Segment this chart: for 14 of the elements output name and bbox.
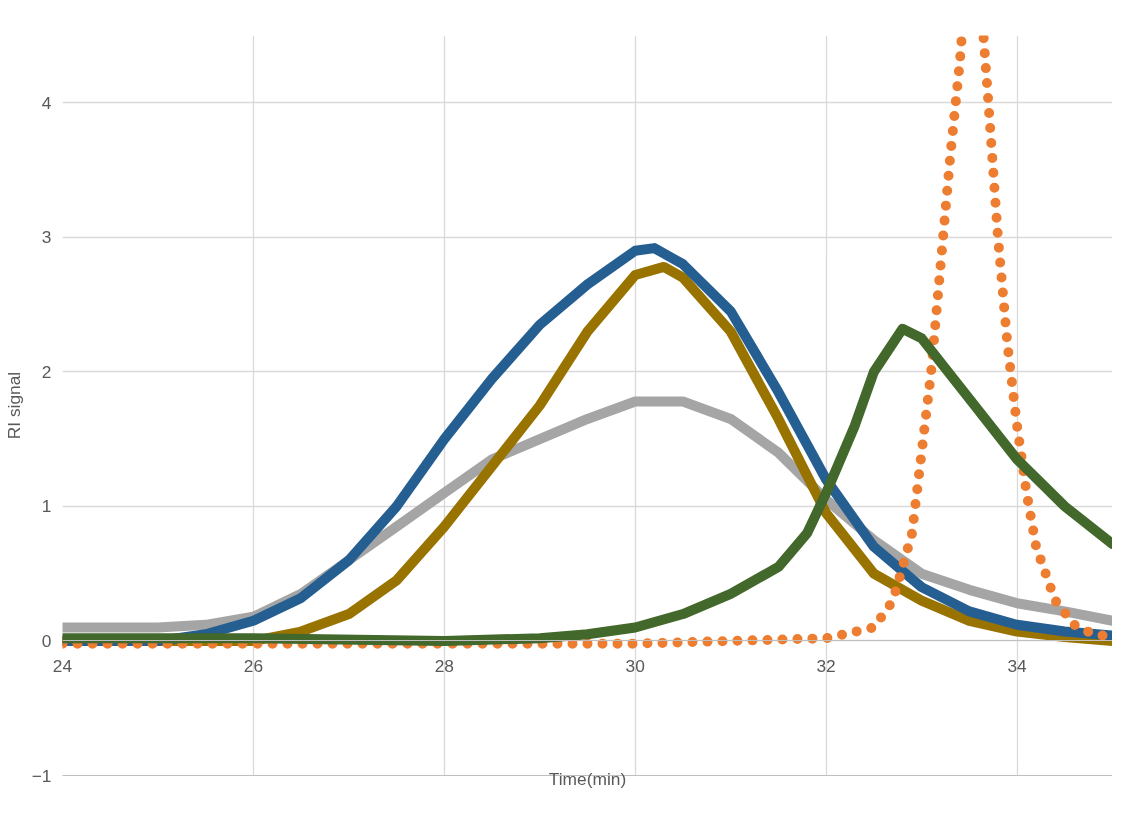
- y-tick-label: 3: [41, 227, 52, 248]
- x-tick-label: 34: [1007, 655, 1028, 676]
- x-tick-label: 28: [434, 655, 454, 676]
- x-axis-title: Time(min): [548, 768, 627, 789]
- y-tick-label: 0: [41, 630, 52, 651]
- y-axis-title: RI signal: [3, 371, 24, 440]
- y-tick-label: 4: [41, 92, 52, 113]
- x-tick-label: 24: [52, 655, 73, 676]
- x-tick-label: 26: [243, 655, 264, 676]
- x-tick-label: 32: [816, 655, 836, 676]
- y-tick-label: 1: [41, 496, 52, 517]
- y-tick-label: 2: [41, 361, 52, 382]
- x-tick-label: 30: [625, 655, 645, 676]
- y-tick-label: −1: [31, 765, 52, 786]
